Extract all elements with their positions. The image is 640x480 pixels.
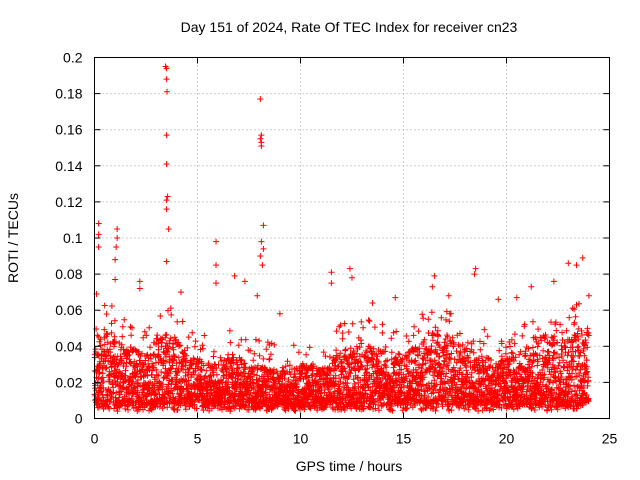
y-tick-label: 0.1 [63, 230, 83, 246]
data-point [513, 294, 520, 301]
data-point [95, 231, 102, 238]
y-tick-label: 0.18 [55, 86, 82, 102]
data-point [95, 244, 102, 251]
data-point [528, 283, 535, 290]
data-point-cloud [91, 300, 592, 415]
y-tick-label: 0.2 [63, 50, 83, 66]
data-point [472, 265, 479, 272]
data-point [163, 65, 170, 72]
data-point [178, 289, 185, 296]
data-point [276, 310, 283, 317]
x-tick-label: 10 [293, 431, 309, 447]
data-point [163, 206, 170, 213]
data-point [112, 256, 119, 263]
axis-ticks: 0 5 10 15 20 25 0 0.02 0.04 0.06 0.08 0.1 0.12 0.14 0.… [55, 50, 617, 447]
data-point [573, 262, 580, 269]
x-tick-label: 5 [194, 431, 202, 447]
data-point [164, 193, 171, 200]
y-tick-label: 0 [75, 411, 83, 427]
data-point [429, 283, 436, 290]
data-point [258, 142, 265, 149]
data-point [213, 280, 220, 287]
data-point [585, 292, 592, 299]
data-point [392, 294, 399, 301]
y-tick-label: 0.02 [55, 374, 82, 390]
data-point [114, 235, 121, 241]
data-point [114, 225, 121, 232]
data-point [260, 245, 267, 252]
data-point [257, 96, 264, 103]
data-point [257, 135, 264, 142]
data-point [163, 258, 170, 265]
data-point [136, 278, 143, 285]
x-tick-label: 25 [602, 431, 618, 447]
data-point [328, 269, 335, 276]
data-point [164, 88, 171, 95]
data-point [163, 132, 170, 139]
x-tick-label: 15 [396, 431, 412, 447]
data-point [241, 278, 248, 285]
data-point [369, 299, 376, 306]
data-point [258, 238, 265, 245]
data-point [550, 278, 557, 285]
data-point [163, 197, 170, 204]
x-tick-label: 20 [499, 431, 515, 447]
data-point [95, 220, 102, 227]
data-point [431, 272, 438, 279]
data-point [346, 265, 353, 272]
data-point [349, 274, 355, 281]
data-points [91, 63, 592, 415]
data-point [254, 292, 261, 299]
data-point [213, 238, 220, 245]
y-tick-label: 0.04 [55, 338, 82, 354]
data-point [579, 254, 586, 261]
data-point [113, 244, 120, 251]
y-tick-label: 0.06 [55, 302, 82, 318]
data-point [260, 222, 267, 229]
data-point [213, 262, 220, 269]
data-point [495, 296, 502, 303]
y-axis-label: ROTI / TECUs [5, 193, 21, 283]
data-point [328, 280, 335, 287]
y-tick-label: 0.08 [55, 266, 82, 282]
data-point [257, 253, 264, 260]
data-point [163, 76, 170, 83]
data-point [231, 272, 238, 279]
data-point [136, 285, 143, 292]
data-point [565, 260, 572, 267]
y-tick-label: 0.16 [55, 122, 82, 138]
chart-title: Day 151 of 2024, Rate Of TEC Index for r… [181, 19, 518, 35]
data-point [112, 276, 119, 283]
data-point [471, 271, 478, 278]
x-axis-label: GPS time / hours [296, 458, 403, 474]
data-point [445, 292, 452, 299]
data-point [163, 160, 170, 167]
x-tick-label: 0 [91, 431, 99, 447]
data-point [165, 225, 172, 232]
data-point [258, 132, 265, 139]
data-point [259, 262, 266, 269]
y-tick-label: 0.12 [55, 194, 82, 210]
y-tick-label: 0.14 [55, 158, 82, 174]
plot-frame [94, 57, 610, 419]
